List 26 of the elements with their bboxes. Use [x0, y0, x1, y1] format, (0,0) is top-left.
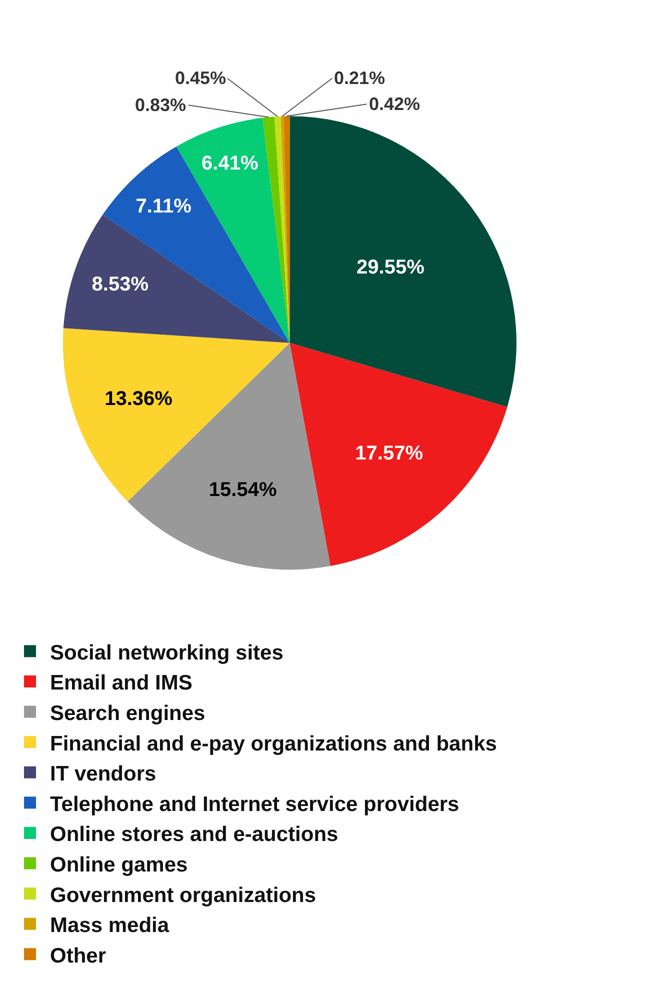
pie-slice: [290, 342, 508, 566]
data-label: 15.54%: [208, 479, 277, 502]
pie-slice: [290, 116, 516, 407]
legend-label: Mass media: [50, 914, 170, 938]
legend-label: Financial and e-pay organizations and banks: [50, 732, 497, 756]
pie-slice: [63, 328, 290, 502]
legend-label: Email and IMS: [50, 672, 192, 695]
data-label: 0.45%: [175, 68, 226, 88]
data-label: 17.57%: [355, 442, 424, 465]
data-label: 29.55%: [356, 256, 425, 278]
data-label: 0.42%: [369, 94, 420, 114]
data-label: 7.11%: [136, 196, 192, 218]
legend-label: Online games: [50, 853, 188, 876]
legend-label: Other: [50, 944, 106, 968]
legend-label: Online stores and e-auctions: [50, 823, 338, 846]
pie-slice: [63, 214, 290, 343]
data-label: 6.41%: [202, 152, 258, 175]
legend-label: Search engines: [50, 702, 206, 725]
legend-label: IT vendors: [50, 762, 156, 786]
data-label: 0.21%: [334, 68, 386, 88]
legend-label: Government organizations: [50, 884, 316, 907]
legend-label: Telephone and Internet service providers: [50, 792, 460, 816]
data-label: 13.36%: [104, 388, 173, 410]
legend-label: Social networking sites: [50, 641, 284, 664]
data-label: 0.83%: [135, 95, 186, 115]
data-label: 8.53%: [92, 273, 149, 296]
